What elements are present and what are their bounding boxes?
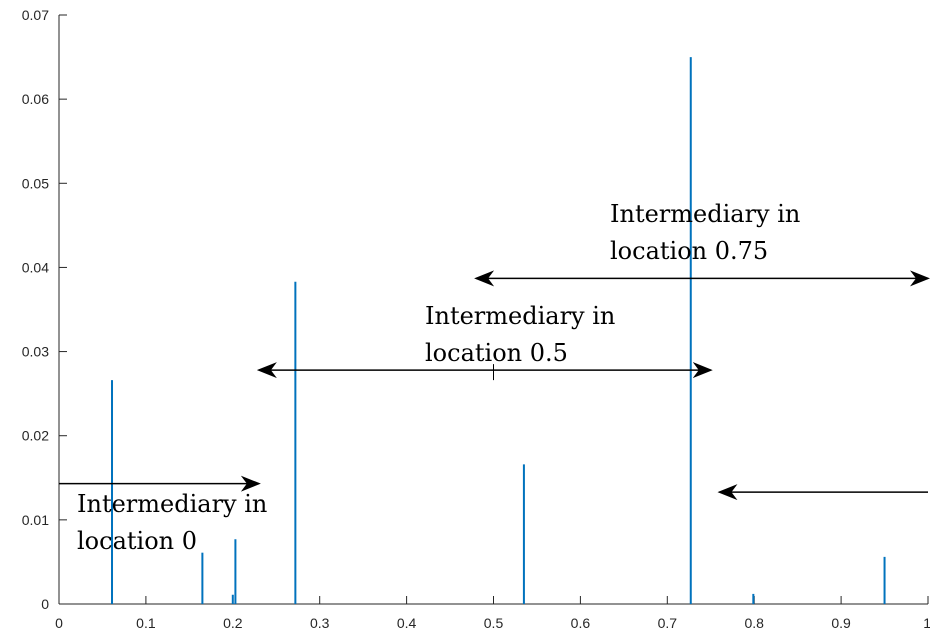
annotation-text: Intermediary in	[425, 302, 615, 330]
annotation-text: Intermediary in	[77, 490, 267, 518]
x-tick-label: 0.4	[397, 615, 417, 631]
x-tick-label: 0	[55, 615, 63, 631]
y-tick-label: 0.04	[22, 259, 49, 275]
x-tick-label: 0.2	[223, 615, 243, 631]
y-tick-label: 0.03	[22, 344, 49, 360]
x-tick-label: 0.7	[658, 615, 678, 631]
annotation-text: location 0	[77, 527, 197, 555]
annotation-text: Intermediary in	[610, 200, 800, 228]
annotations: Intermediary in location 0 Intermediary in…	[77, 200, 800, 555]
x-tick-label: 0.1	[136, 615, 156, 631]
x-tick-label: 1	[923, 615, 930, 631]
y-tick-label: 0.06	[22, 91, 49, 107]
y-tick-label: 0.05	[22, 175, 49, 191]
x-tick-label: 0.8	[744, 615, 764, 631]
x-tick-label: 0.6	[571, 615, 591, 631]
annotation-text: location 0.75	[610, 237, 768, 265]
data-series	[111, 57, 886, 604]
x-tick-label: 0.5	[484, 615, 504, 631]
y-tick-label: 0.01	[22, 512, 49, 528]
arrows	[59, 270, 930, 501]
x-tick-label: 0.3	[310, 615, 330, 631]
x-tick-label: 0.9	[831, 615, 851, 631]
annotation-text: location 0.5	[425, 339, 568, 367]
y-tick-label: 0.07	[22, 7, 49, 23]
y-tick-label: 0	[41, 596, 49, 612]
y-tick-label: 0.02	[22, 428, 49, 444]
